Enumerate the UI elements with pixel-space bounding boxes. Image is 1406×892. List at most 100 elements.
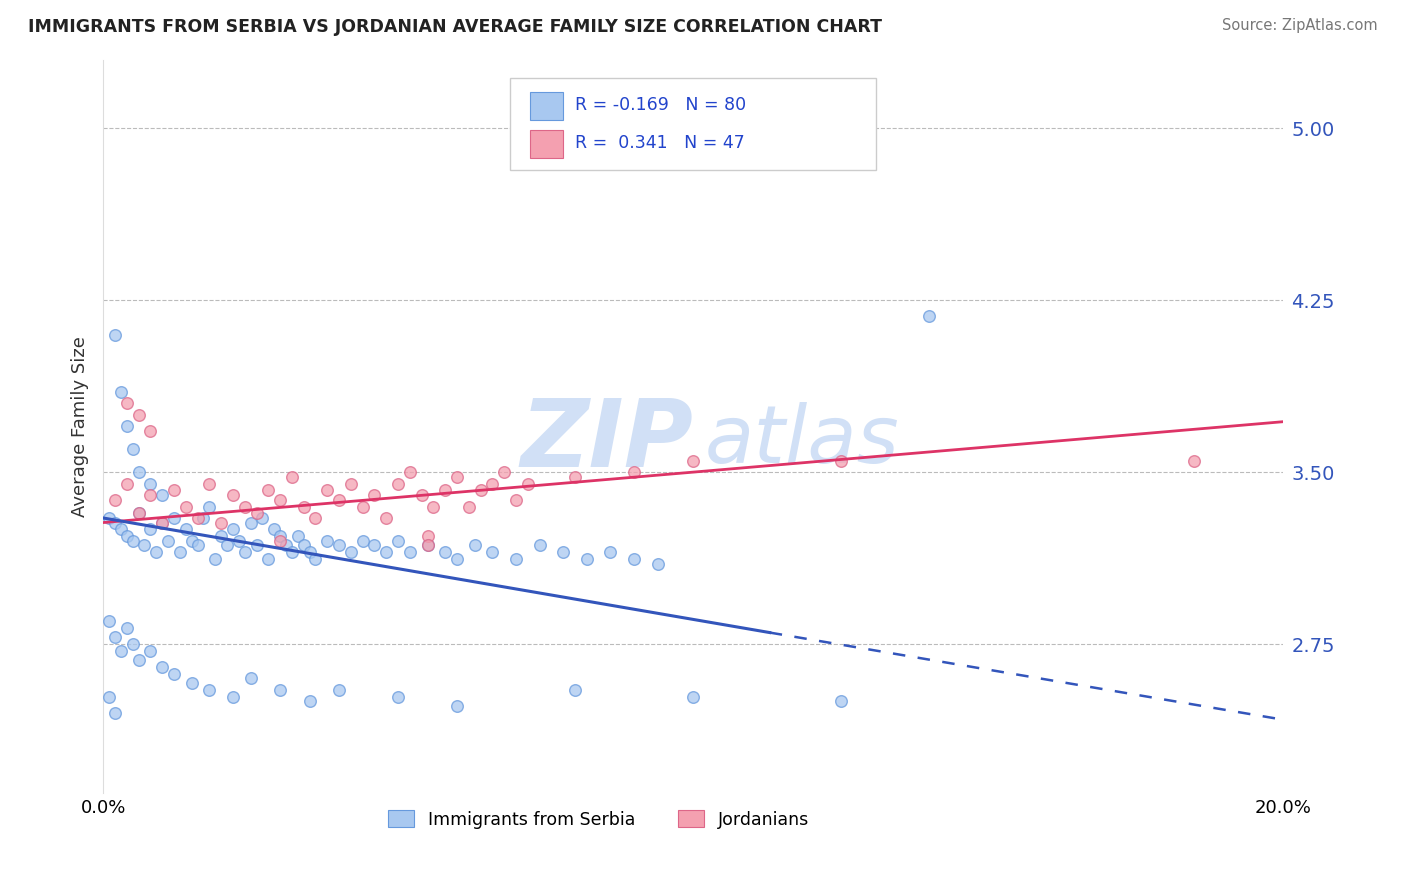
Point: [1184, 453, 1206, 467]
Point: [269, 529, 291, 543]
Point: [163, 511, 186, 525]
Point: [682, 453, 704, 467]
Point: [411, 488, 433, 502]
Point: [281, 545, 304, 559]
Point: [481, 545, 503, 559]
Point: [198, 682, 221, 697]
Point: [180, 533, 202, 548]
Point: [422, 500, 444, 514]
Point: [233, 500, 256, 514]
Point: [121, 533, 143, 548]
Point: [115, 529, 138, 543]
Point: [128, 507, 150, 521]
Point: [564, 469, 586, 483]
Point: [98, 511, 121, 525]
Point: [163, 666, 186, 681]
Point: [375, 511, 398, 525]
Point: [304, 511, 326, 525]
Text: R = -0.169   N = 80: R = -0.169 N = 80: [575, 96, 747, 114]
Text: Source: ZipAtlas.com: Source: ZipAtlas.com: [1222, 18, 1378, 33]
Point: [186, 511, 208, 525]
Point: [304, 552, 326, 566]
Point: [457, 500, 479, 514]
Point: [198, 500, 221, 514]
Point: [222, 523, 245, 537]
Point: [115, 621, 138, 635]
Point: [252, 511, 274, 525]
Point: [446, 698, 468, 713]
Point: [529, 539, 551, 553]
Point: [505, 492, 527, 507]
Point: [233, 545, 256, 559]
Point: [564, 682, 586, 697]
Point: [623, 465, 645, 479]
Point: [150, 516, 173, 530]
Point: [193, 511, 215, 525]
Point: [269, 533, 291, 548]
Point: [298, 694, 321, 708]
Point: [98, 690, 121, 704]
Point: [245, 507, 267, 521]
Point: [623, 552, 645, 566]
Point: [121, 637, 143, 651]
Point: [139, 476, 162, 491]
Text: ZIP: ZIP: [520, 395, 693, 487]
Point: [180, 676, 202, 690]
Point: [352, 533, 374, 548]
Point: [228, 533, 250, 548]
Point: [316, 533, 339, 548]
Point: [104, 630, 127, 644]
Point: [121, 442, 143, 457]
Point: [104, 492, 127, 507]
Point: [128, 653, 150, 667]
Point: [292, 500, 315, 514]
Point: [134, 539, 156, 553]
Point: [316, 483, 339, 498]
Text: R =  0.341   N = 47: R = 0.341 N = 47: [575, 134, 745, 153]
Legend: Immigrants from Serbia, Jordanians: Immigrants from Serbia, Jordanians: [381, 804, 817, 836]
Point: [918, 310, 941, 324]
Point: [274, 539, 297, 553]
Point: [287, 529, 309, 543]
Point: [416, 539, 439, 553]
Point: [104, 516, 127, 530]
Point: [110, 523, 132, 537]
Point: [328, 492, 350, 507]
Point: [328, 682, 350, 697]
Point: [239, 672, 262, 686]
Point: [328, 539, 350, 553]
Point: [209, 516, 232, 530]
Point: [363, 539, 385, 553]
Point: [470, 483, 492, 498]
Point: [115, 396, 138, 410]
Point: [163, 483, 186, 498]
Point: [257, 552, 280, 566]
FancyBboxPatch shape: [510, 78, 876, 169]
Point: [416, 539, 439, 553]
Point: [494, 465, 516, 479]
Point: [363, 488, 385, 502]
Point: [139, 488, 162, 502]
Point: [481, 476, 503, 491]
Point: [269, 682, 291, 697]
Point: [553, 545, 575, 559]
Point: [115, 419, 138, 434]
Point: [257, 483, 280, 498]
Point: [150, 660, 173, 674]
Point: [599, 545, 621, 559]
Point: [157, 533, 180, 548]
Point: [98, 614, 121, 628]
Point: [174, 523, 197, 537]
Point: [352, 500, 374, 514]
Point: [145, 545, 167, 559]
Point: [575, 552, 598, 566]
Point: [239, 516, 262, 530]
Point: [387, 533, 409, 548]
Point: [387, 476, 409, 491]
Point: [128, 408, 150, 422]
Point: [204, 552, 226, 566]
Point: [139, 424, 162, 438]
Point: [446, 552, 468, 566]
Point: [128, 465, 150, 479]
Point: [139, 523, 162, 537]
